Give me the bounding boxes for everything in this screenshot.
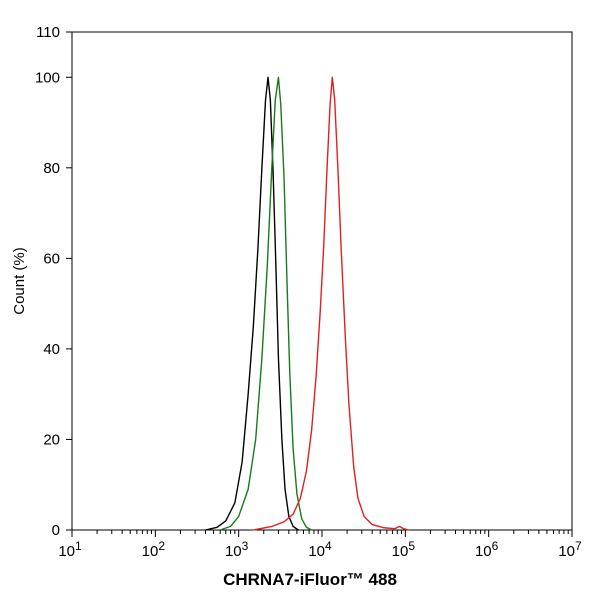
y-axis: 0 20 40 60 80 100 110: [35, 24, 72, 539]
x-tick-label: 102: [142, 539, 166, 560]
x-tick-label: 105: [392, 539, 416, 560]
y-tick-label: 40: [43, 341, 60, 358]
y-axis-title: Count (%): [11, 247, 28, 315]
y-tick-label: 60: [43, 250, 60, 267]
y-tick-label: 20: [43, 431, 60, 448]
series-line-2: [219, 76, 313, 531]
series-line-3: [252, 76, 410, 531]
y-tick-label: 80: [43, 160, 60, 177]
x-tick-label: 107: [558, 539, 582, 560]
x-tick-label: 101: [58, 539, 82, 560]
x-axis-title: CHRNA7-iFluor™ 488: [223, 570, 397, 589]
series-line-1: [204, 76, 300, 531]
y-tick-label: 0: [52, 522, 60, 539]
y-tick-label: 110: [36, 24, 60, 41]
y-tick-label: 100: [35, 69, 60, 86]
x-tick-label: 104: [308, 539, 332, 560]
x-tick-label: 103: [225, 539, 249, 560]
x-axis: 101 102 103 104 105 106 107: [58, 530, 582, 560]
series-layer: [204, 76, 410, 531]
x-tick-label: 106: [475, 539, 499, 560]
